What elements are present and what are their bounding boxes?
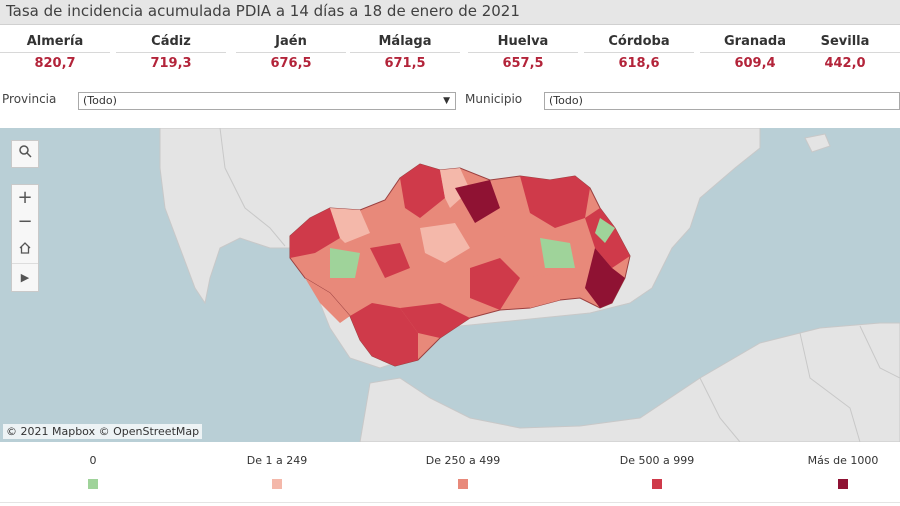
municipio-label: Municipio xyxy=(465,92,523,106)
municipio-select[interactable]: (Todo) xyxy=(544,92,900,110)
stat-name: Huelva xyxy=(468,28,578,53)
page-title: Tasa de incidencia acumulada PDIA a 14 d… xyxy=(6,2,520,20)
stat-sevilla[interactable]: Sevilla 442,0 xyxy=(790,28,900,75)
stat-value: 609,4 xyxy=(734,56,776,71)
africa-land xyxy=(359,322,900,442)
legend-item-3: De 500 a 999 xyxy=(587,454,727,489)
zoom-in-button[interactable]: + xyxy=(12,185,38,211)
legend-item-2: De 250 a 499 xyxy=(393,454,533,489)
home-icon xyxy=(18,240,32,259)
stat-value: 618,6 xyxy=(618,56,660,71)
title-bar: Tasa de incidencia acumulada PDIA a 14 d… xyxy=(0,0,900,25)
search-icon xyxy=(18,145,32,162)
map-attribution[interactable]: © 2021 Mapbox © OpenStreetMap xyxy=(3,424,203,439)
stat-value: 657,5 xyxy=(502,56,544,71)
stat-name: Málaga xyxy=(350,28,460,53)
legend-swatch xyxy=(88,479,98,489)
play-icon: ▶ xyxy=(20,271,30,284)
chevron-down-icon: ▼ xyxy=(443,96,450,106)
map-canvas xyxy=(159,128,900,442)
stat-cadiz[interactable]: Cádiz 719,3 xyxy=(116,28,226,75)
legend-label: De 500 a 999 xyxy=(619,454,695,467)
stat-almeria[interactable]: Almería 820,7 xyxy=(0,28,110,75)
provincia-select-value: (Todo) xyxy=(83,94,117,107)
stat-cordoba[interactable]: Córdoba 618,6 xyxy=(584,28,694,75)
zoom-out-icon: − xyxy=(17,211,33,232)
stat-huelva[interactable]: Huelva 657,5 xyxy=(468,28,578,75)
provincia-select[interactable]: (Todo) ▼ xyxy=(78,92,456,110)
legend-label: 0 xyxy=(89,454,97,467)
map-view[interactable] xyxy=(0,128,900,442)
divider xyxy=(0,502,900,503)
home-button[interactable] xyxy=(12,237,38,263)
map-zoom-panel: + − ▶ xyxy=(11,184,39,292)
provincia-label: Provincia xyxy=(2,92,57,106)
legend: 0 De 1 a 249 De 250 a 499 De 500 a 999 M… xyxy=(0,442,900,506)
stat-value: 676,5 xyxy=(270,56,312,71)
legend-label: De 1 a 249 xyxy=(246,454,308,467)
map-search-button[interactable] xyxy=(11,140,39,168)
province-stats: Almería 820,7 Cádiz 719,3 Jaén 676,5 Mál… xyxy=(0,28,900,78)
stat-name: Jaén xyxy=(236,28,346,53)
stat-name: Sevilla xyxy=(790,28,900,53)
stat-malaga[interactable]: Málaga 671,5 xyxy=(350,28,460,75)
stat-name: Granada xyxy=(700,28,810,53)
stat-name: Córdoba xyxy=(584,28,694,53)
play-button[interactable]: ▶ xyxy=(12,263,38,292)
legend-swatch xyxy=(652,479,662,489)
legend-swatch xyxy=(838,479,848,489)
stat-name: Cádiz xyxy=(116,28,226,53)
municipio-select-value: (Todo) xyxy=(549,94,583,107)
legend-label: De 250 a 499 xyxy=(425,454,501,467)
stat-value: 671,5 xyxy=(384,56,426,71)
legend-item-1: De 1 a 249 xyxy=(207,454,347,489)
stat-value: 719,3 xyxy=(150,56,192,71)
stat-jaen[interactable]: Jaén 676,5 xyxy=(236,28,346,75)
zoom-out-button[interactable]: − xyxy=(12,211,38,237)
legend-item-0: 0 xyxy=(23,454,163,489)
legend-label: Más de 1000 xyxy=(807,454,879,467)
stat-value: 820,7 xyxy=(34,56,76,71)
legend-swatch xyxy=(272,479,282,489)
stat-name: Almería xyxy=(0,28,110,53)
stat-granada[interactable]: Granada 609,4 xyxy=(700,28,810,75)
legend-swatch xyxy=(458,479,468,489)
stat-value: 442,0 xyxy=(824,56,866,71)
zoom-in-icon: + xyxy=(17,187,33,208)
legend-item-4: Más de 1000 xyxy=(773,454,900,489)
